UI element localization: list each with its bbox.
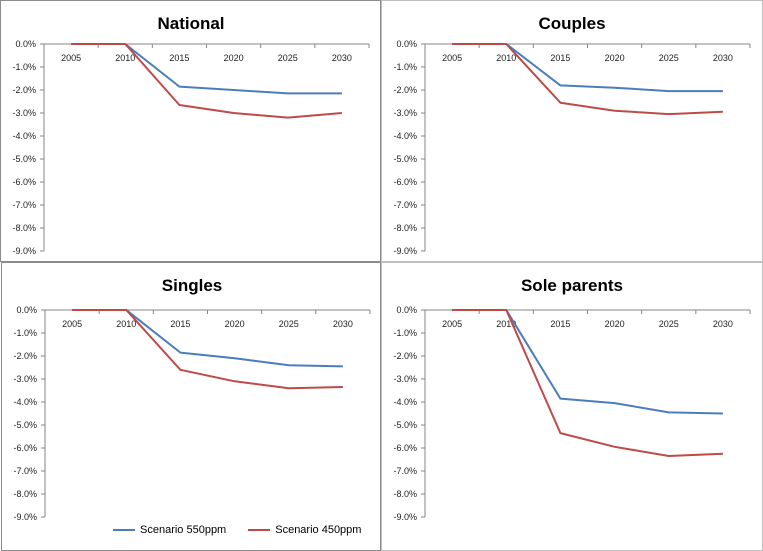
national-y-tick-label: -6.0% xyxy=(12,177,36,187)
sole-parents-y-tick-label: -7.0% xyxy=(393,466,417,476)
legend-item-550ppm: Scenario 550ppm xyxy=(113,524,226,536)
national-y-tick-label: -4.0% xyxy=(12,131,36,141)
legend-swatch-550ppm xyxy=(113,529,135,531)
national-y-tick-label: -7.0% xyxy=(12,200,36,210)
couples-x-tick-label: 2015 xyxy=(550,53,570,63)
national-y-tick-label: 0.0% xyxy=(15,39,36,49)
legend-label-550ppm: Scenario 550ppm xyxy=(140,524,227,536)
sole-parents-y-tick-label: -5.0% xyxy=(393,420,417,430)
chart-legend: Scenario 550ppm Scenario 450ppm xyxy=(113,524,361,536)
singles-y-tick-label: -8.0% xyxy=(13,489,37,499)
sole-parents-chart-title: Sole parents xyxy=(521,276,623,295)
sole-parents-series-scenario-550ppm-line xyxy=(452,309,723,415)
singles-chart-title: Singles xyxy=(162,276,222,295)
national-series-scenario-550ppm-line xyxy=(71,43,342,95)
chart-sole-parents: Sole parents 0.0% -1.0% -2.0% -3.0% -4.0% -5.0… xyxy=(393,276,751,522)
couples-y-tick-label: -5.0% xyxy=(393,154,417,164)
chart-couples: Couples 0.0% -1.0% -2.0% -3.0% -4.0% -5.0% -6.0… xyxy=(393,14,751,256)
singles-series-scenario-450ppm-line xyxy=(72,309,343,390)
sole-parents-y-tick-label: -8.0% xyxy=(393,489,417,499)
national-y-tick-label: -3.0% xyxy=(12,108,36,118)
chart-panel-national: National 0.0% -1.0% -2.0% -3.0% -4.0% -5.0% -6.… xyxy=(0,0,381,262)
singles-x-tick-label: 2010 xyxy=(116,319,136,329)
couples-y-tick-label: -8.0% xyxy=(393,223,417,233)
singles-y-tick-label: -2.0% xyxy=(13,351,37,361)
couples-y-tick-label: -7.0% xyxy=(393,200,417,210)
chart-national: National 0.0% -1.0% -2.0% -3.0% -4.0% -5.0% -6.… xyxy=(12,14,370,256)
singles-x-tick-label: 2025 xyxy=(279,319,299,329)
couples-chart-title: Couples xyxy=(538,14,605,33)
national-x-tick-label: 2005 xyxy=(61,53,81,63)
national-y-tick-label: -5.0% xyxy=(12,154,36,164)
chart-panel-couples: Couples 0.0% -1.0% -2.0% -3.0% -4.0% -5.0% -6.0… xyxy=(381,0,763,262)
sole-parents-y-tick-label: -2.0% xyxy=(393,351,417,361)
couples-x-tick-label: 2005 xyxy=(442,53,462,63)
singles-x-tick-label: 2030 xyxy=(333,319,353,329)
national-x-tick-label: 2015 xyxy=(169,53,189,63)
sole-parents-y-tick-label: -6.0% xyxy=(393,443,417,453)
couples-series-scenario-450ppm-line xyxy=(452,43,723,116)
singles-y-tick-label: -5.0% xyxy=(13,420,37,430)
legend-item-450ppm: Scenario 450ppm xyxy=(248,524,361,536)
singles-series-scenario-550ppm-line xyxy=(72,309,343,368)
singles-y-tick-label: -7.0% xyxy=(13,466,37,476)
legend-label-450ppm: Scenario 450ppm xyxy=(275,524,362,536)
couples-y-tick-label: -4.0% xyxy=(393,131,417,141)
sole-parents-y-tick-label: -9.0% xyxy=(393,512,417,522)
couples-y-tick-label: -2.0% xyxy=(393,85,417,95)
sole-parents-x-tick-label: 2010 xyxy=(496,319,516,329)
singles-y-tick-label: -4.0% xyxy=(13,397,37,407)
couples-y-tick-label: -1.0% xyxy=(393,62,417,72)
couples-x-tick-label: 2030 xyxy=(713,53,733,63)
national-chart-title: National xyxy=(157,14,224,33)
sole-parents-series-scenario-450ppm-line xyxy=(452,309,723,457)
singles-x-tick-label: 2005 xyxy=(62,319,82,329)
national-x-tick-label: 2020 xyxy=(224,53,244,63)
sole-parents-y-tick-label: -3.0% xyxy=(393,374,417,384)
national-x-tick-label: 2025 xyxy=(278,53,298,63)
singles-x-tick-label: 2020 xyxy=(225,319,245,329)
national-x-tick-label: 2030 xyxy=(332,53,352,63)
sole-parents-x-tick-label: 2015 xyxy=(550,319,570,329)
national-x-tick-label: 2010 xyxy=(115,53,135,63)
couples-y-tick-label: -3.0% xyxy=(393,108,417,118)
sole-parents-y-tick-label: 0.0% xyxy=(396,305,417,315)
singles-y-tick-label: -6.0% xyxy=(13,443,37,453)
sole-parents-x-tick-label: 2030 xyxy=(713,319,733,329)
national-y-tick-label: -9.0% xyxy=(12,246,36,256)
couples-y-tick-label: -9.0% xyxy=(393,246,417,256)
chart-panel-singles: Singles 0.0% -1.0% -2.0% -3.0% -4.0% -5.0% -6.0… xyxy=(1,262,381,551)
couples-series-scenario-550ppm-line xyxy=(452,43,723,93)
sole-parents-y-tick-label: -4.0% xyxy=(393,397,417,407)
singles-y-tick-label: -9.0% xyxy=(13,512,37,522)
couples-x-tick-label: 2025 xyxy=(659,53,679,63)
singles-y-tick-label: -3.0% xyxy=(13,374,37,384)
national-series-scenario-450ppm-line xyxy=(71,43,342,119)
national-y-tick-label: -8.0% xyxy=(12,223,36,233)
sole-parents-x-tick-label: 2020 xyxy=(605,319,625,329)
couples-y-tick-label: -6.0% xyxy=(393,177,417,187)
sole-parents-x-tick-label: 2025 xyxy=(659,319,679,329)
singles-x-tick-label: 2015 xyxy=(170,319,190,329)
singles-y-tick-label: 0.0% xyxy=(16,305,37,315)
couples-x-tick-label: 2020 xyxy=(605,53,625,63)
couples-x-tick-label: 2010 xyxy=(496,53,516,63)
singles-y-tick-label: -1.0% xyxy=(13,328,37,338)
national-y-tick-label: -1.0% xyxy=(12,62,36,72)
chart-panel-sole-parents: Sole parents 0.0% -1.0% -2.0% -3.0% -4.0% -5.0… xyxy=(381,262,763,551)
legend-swatch-450ppm xyxy=(248,529,271,531)
sole-parents-y-tick-label: -1.0% xyxy=(393,328,417,338)
national-y-tick-label: -2.0% xyxy=(12,85,36,95)
couples-y-tick-label: 0.0% xyxy=(396,39,417,49)
sole-parents-x-tick-label: 2005 xyxy=(442,319,462,329)
chart-singles: Singles 0.0% -1.0% -2.0% -3.0% -4.0% -5.0% -6.0… xyxy=(13,276,371,522)
